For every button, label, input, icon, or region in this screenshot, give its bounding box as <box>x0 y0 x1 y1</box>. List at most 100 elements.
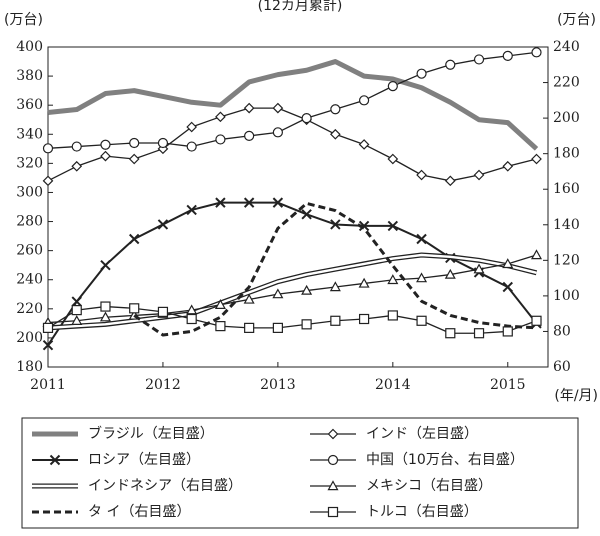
point <box>473 54 485 65</box>
point <box>358 139 370 150</box>
point <box>129 303 140 314</box>
y-axis-label: (万台) <box>4 12 43 28</box>
y2-tick-label: 100 <box>553 288 580 304</box>
point <box>358 95 370 106</box>
y2-tick-label: 60 <box>553 359 571 375</box>
y-tick-label: 340 <box>16 126 43 142</box>
y-tick-label: 320 <box>16 155 43 171</box>
point <box>215 197 226 208</box>
point <box>42 322 54 333</box>
y2-tick-label: 140 <box>553 217 580 233</box>
point <box>387 81 398 92</box>
x-axis-label: (年/月) <box>554 388 598 404</box>
point <box>444 268 456 279</box>
y2-tick-label: 180 <box>553 146 580 162</box>
point <box>301 113 312 124</box>
y-tick-label: 180 <box>16 359 43 375</box>
point <box>71 315 83 325</box>
chart-title: (12カ月累計) <box>258 0 343 14</box>
point <box>416 315 427 326</box>
point <box>530 249 543 260</box>
point <box>330 104 341 115</box>
point <box>502 258 514 269</box>
legend-label: ロシア（左目盛） <box>88 452 200 468</box>
point <box>327 506 339 518</box>
y2-tick-label: 220 <box>553 75 580 91</box>
point <box>186 204 197 216</box>
x-tick-label: 2014 <box>375 377 411 393</box>
point <box>502 50 513 61</box>
point <box>327 480 339 491</box>
y2-tick-label: 200 <box>553 110 580 126</box>
point <box>71 305 82 316</box>
point <box>473 328 485 339</box>
x-tick-label: 2012 <box>145 377 181 393</box>
y2-axis-label: (万台) <box>557 12 596 28</box>
point <box>215 134 226 145</box>
x-tick-label: 2011 <box>30 377 66 393</box>
legend-label: インドネシア（右目盛） <box>88 478 242 494</box>
point <box>358 220 370 232</box>
point <box>416 68 427 79</box>
point <box>244 322 255 333</box>
point <box>272 127 283 138</box>
y2-tick-label: 160 <box>553 181 580 197</box>
legend-label: タ イ（右目盛） <box>88 504 190 520</box>
y2-tick-label: 80 <box>553 323 571 339</box>
point <box>243 197 255 208</box>
point <box>42 339 54 351</box>
legend-box <box>21 417 579 529</box>
point <box>416 169 427 181</box>
point <box>186 304 198 315</box>
x-tick-label: 2015 <box>490 377 526 393</box>
point <box>129 137 140 149</box>
point <box>100 259 111 271</box>
point <box>416 272 428 283</box>
point <box>99 311 111 322</box>
point <box>214 299 226 309</box>
point <box>301 319 312 330</box>
series-line <box>47 254 537 324</box>
legend-label: 中国（10万台、右目盛） <box>366 452 524 468</box>
point <box>42 175 54 187</box>
point <box>100 139 111 150</box>
point <box>416 233 427 245</box>
point <box>100 150 111 162</box>
point <box>444 175 456 187</box>
point <box>358 277 370 288</box>
series-line <box>47 252 538 331</box>
point <box>128 153 140 165</box>
series-line <box>47 59 539 151</box>
point <box>473 169 485 181</box>
x-tick-label: 2013 <box>260 377 296 393</box>
point <box>502 281 513 293</box>
legend-label: トルコ（右目盛） <box>366 504 478 520</box>
y-tick-label: 200 <box>16 330 43 346</box>
y-tick-label: 300 <box>16 184 43 200</box>
point <box>186 121 198 133</box>
point <box>71 160 83 172</box>
series-line <box>47 51 537 149</box>
point <box>301 284 313 295</box>
point <box>128 233 140 245</box>
point <box>272 197 284 208</box>
legend-label: インド（左目盛） <box>366 426 478 442</box>
plot-frame <box>47 46 549 368</box>
point <box>100 301 111 312</box>
point <box>272 102 284 114</box>
point <box>215 111 226 123</box>
point <box>243 102 255 114</box>
point <box>502 160 514 172</box>
point <box>244 130 255 141</box>
point <box>49 454 61 466</box>
y-tick-label: 280 <box>16 214 43 230</box>
series-line-inner <box>47 253 537 330</box>
point <box>445 328 456 339</box>
point <box>327 454 339 466</box>
point <box>329 281 341 292</box>
point <box>445 59 456 70</box>
point <box>531 47 542 58</box>
point <box>531 315 542 326</box>
point <box>327 428 339 440</box>
